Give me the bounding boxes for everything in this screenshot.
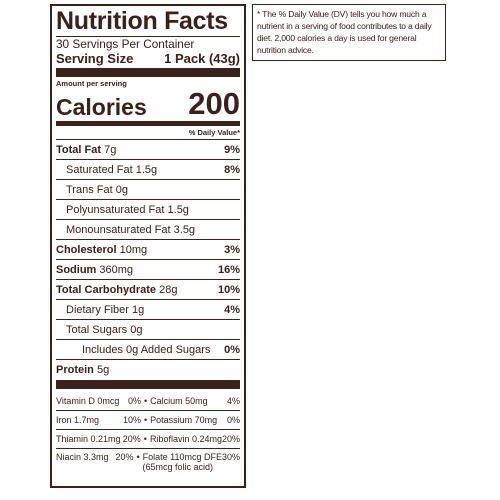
bullet-icon: •	[143, 434, 147, 444]
nutrient-name: Total Fat	[56, 143, 102, 156]
nutrient-amount: 5g	[96, 363, 110, 376]
servings-per-container: 30 Servings Per Container	[56, 37, 195, 51]
vitamin-dv: 30%	[221, 452, 240, 462]
bullet-icon: •	[144, 415, 148, 425]
cholesterol-row: Cholesterol 10mg 3%	[56, 239, 240, 259]
nutrient-name: Dietary Fiber	[66, 303, 129, 316]
medium-divider	[56, 121, 240, 125]
nutrient-name: Total Carbohydrate	[56, 283, 157, 296]
total-carbohydrate-row: Total Carbohydrate 28g 10%	[56, 279, 240, 299]
nutrient-dv: 9%	[224, 143, 240, 156]
serving-size: Serving Size 1 Pack (43g)	[56, 51, 240, 67]
protein-row: Protein 5g	[56, 359, 240, 379]
nutrient-amount: 10mg	[119, 243, 148, 256]
nutrient-amount: 28g	[159, 283, 178, 296]
label-title: Nutrition Facts	[56, 7, 228, 35]
daily-value-footnote: * The % Daily Value (DV) tells you how m…	[252, 4, 446, 61]
total-fat-row: Total Fat 7g 9%	[56, 139, 240, 159]
added-sugars-text: Includes 0g Added Sugars	[82, 343, 211, 356]
nutrition-facts-label: Nutrition Facts 30 Servings Per Containe…	[50, 4, 246, 488]
nutrient-amount: 3.5g	[173, 223, 196, 236]
saturated-fat-row: Saturated Fat 1.5g 8%	[56, 159, 240, 179]
nutrient-name: Cholesterol	[56, 243, 117, 256]
nutrient-amount: 1.5g	[167, 203, 189, 216]
vitamin-row: Vitamin D 0mcg 0% • Calcium 50mg 4%	[56, 391, 240, 410]
nutrient-name: Monounsaturated Fat	[66, 223, 171, 236]
amount-per-serving: Amount per serving	[56, 79, 127, 88]
nutrient-name: Polyunsaturated Fat	[66, 203, 165, 216]
monounsaturated-fat-row: Monounsaturated Fat 3.5g	[56, 219, 240, 239]
nutrient-amount: 7g	[104, 143, 117, 156]
vitamin-name: Riboflavin 0.24mg	[149, 434, 222, 444]
serving-size-value: 1 Pack (43g)	[164, 51, 240, 66]
added-sugars-row: Includes 0g Added Sugars 0%	[56, 339, 240, 359]
thick-divider	[56, 68, 240, 77]
vitamin-name: Potassium 70mg	[150, 415, 218, 425]
nutrient-amount: 1g	[132, 303, 145, 316]
calories-label: Calories	[56, 94, 147, 120]
nutrient-amount: 0g	[130, 323, 143, 336]
nutrient-amount: 360mg	[99, 263, 134, 276]
calories-value: 200	[188, 86, 240, 121]
vitamin-dv: 0%	[226, 415, 240, 425]
nutrient-dv: 16%	[217, 263, 240, 276]
trans-fat-row: Trans Fat 0g	[56, 179, 240, 199]
vitamin-dv: 20%	[115, 452, 134, 462]
vitamin-dv: 10%	[122, 415, 141, 425]
bullet-icon: •	[136, 452, 140, 462]
calories-row: Calories 200	[56, 86, 240, 121]
folate-subtext: (65mcg folic acid)	[142, 462, 213, 472]
vitamin-name: Iron 1.7mg	[56, 415, 100, 425]
nutrient-dv: 0%	[224, 343, 240, 356]
nutrient-name: Total Sugars	[66, 323, 128, 336]
nutrient-dv: 10%	[217, 283, 240, 296]
vitamin-name: Niacin 3.3mg	[56, 452, 109, 462]
vitamin-dv: 0%	[127, 395, 141, 406]
vitamin-name: Vitamin D 0mcg	[56, 395, 120, 406]
nutrient-dv: 3%	[224, 243, 240, 256]
vitamin-row: Thiamin 0.21mg 20% • Riboflavin 0.24mg 20%	[56, 429, 240, 448]
nutrient-name: Trans Fat	[66, 183, 113, 196]
vitamins-minerals: Vitamin D 0mcg 0% • Calcium 50mg 4% Iron 1.…	[56, 391, 240, 478]
vitamin-name: Folate 110mcg DFE	[142, 452, 222, 462]
vitamin-row: Iron 1.7mg 10% • Potassium 70mg 0%	[56, 410, 240, 429]
nutrient-amount: 0g	[115, 183, 128, 196]
nutrient-name: Protein	[56, 363, 94, 376]
vitamin-row: Niacin 3.3mg 20% • Folate 110mcg DFE (65mcg…	[56, 448, 240, 478]
serving-size-label: Serving Size	[56, 51, 134, 66]
thick-divider	[56, 380, 240, 389]
nutrient-amount: 1.5g	[135, 163, 158, 176]
nutrient-name: Saturated Fat	[66, 163, 133, 176]
sodium-row: Sodium 360mg 16%	[56, 259, 240, 279]
nutrient-dv: 8%	[224, 163, 240, 176]
total-sugars-row: Total Sugars 0g	[56, 319, 240, 339]
daily-value-header: % Daily Value*	[56, 125, 240, 139]
bullet-icon: •	[144, 395, 148, 406]
dietary-fiber-row: Dietary Fiber 1g 4%	[56, 299, 240, 319]
polyunsaturated-fat-row: Polyunsaturated Fat 1.5g	[56, 199, 240, 219]
nutrient-dv: 4%	[224, 303, 240, 316]
nutrient-name: Sodium	[56, 263, 97, 276]
vitamin-name: Calcium 50mg	[150, 395, 208, 406]
vitamin-name: Thiamin 0.21mg	[56, 434, 121, 444]
vitamin-dv: 20%	[122, 434, 141, 444]
vitamin-dv: 4%	[226, 395, 240, 406]
vitamin-dv: 20%	[221, 434, 240, 444]
